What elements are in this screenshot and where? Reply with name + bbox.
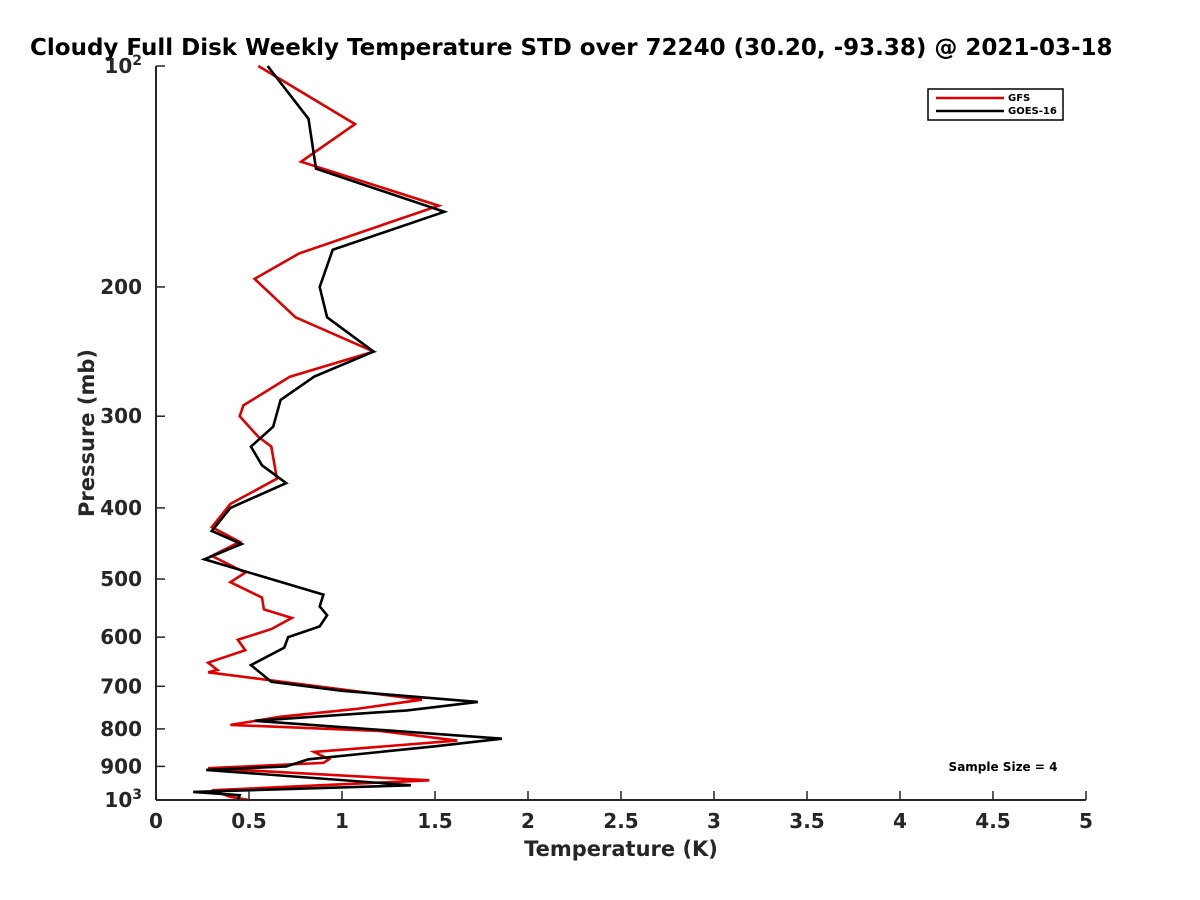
y-tick-label: 300 [100, 404, 142, 428]
x-tick-label: 2.5 [603, 809, 638, 833]
x-tick-label: 5 [1079, 809, 1093, 833]
sample-size-annotation: Sample Size = 4 [949, 760, 1058, 774]
y-axis-label: Pressure (mb) [75, 349, 99, 517]
x-tick-label: 0.5 [231, 809, 266, 833]
y-tick-label: 600 [100, 625, 142, 649]
legend-box [927, 88, 1064, 121]
x-ticks: 0 0.5 1 1.5 2 2.5 3 3.5 4 4.5 5 [149, 791, 1093, 833]
y-tick-label: 500 [100, 567, 142, 591]
x-tick-label: 0 [149, 809, 163, 833]
y-tick-label: 800 [100, 717, 142, 741]
y-tick-label: 200 [100, 275, 142, 299]
x-tick-label: 3 [707, 809, 721, 833]
y-tick-label: 700 [100, 674, 142, 698]
axes [155, 66, 1086, 801]
legend-label-gfs: GFS [1008, 93, 1030, 104]
chart-title: Cloudy Full Disk Weekly Temperature STD … [30, 35, 1113, 61]
x-tick-label: 4 [893, 809, 907, 833]
x-tick-label: 1.5 [417, 809, 452, 833]
x-tick-label: 3.5 [789, 809, 824, 833]
x-tick-label: 2 [521, 809, 535, 833]
x-tick-label: 1 [335, 809, 349, 833]
y-tick-label: 102 [104, 53, 142, 78]
x-axis-label: Temperature (K) [524, 837, 718, 861]
legend-label-goes16: GOES-16 [1008, 106, 1057, 117]
y-tick-label: 400 [100, 496, 142, 520]
y-tick-label: 900 [100, 754, 142, 778]
y-ticks: 102 200 300 400 500 600 700 800 900 103 [100, 53, 165, 812]
series-line-goes16 [193, 65, 503, 801]
series-layer [193, 64, 503, 802]
legend: GFS GOES-16 [927, 88, 1064, 121]
y-tick-label: 103 [104, 787, 142, 812]
x-tick-label: 4.5 [975, 809, 1010, 833]
